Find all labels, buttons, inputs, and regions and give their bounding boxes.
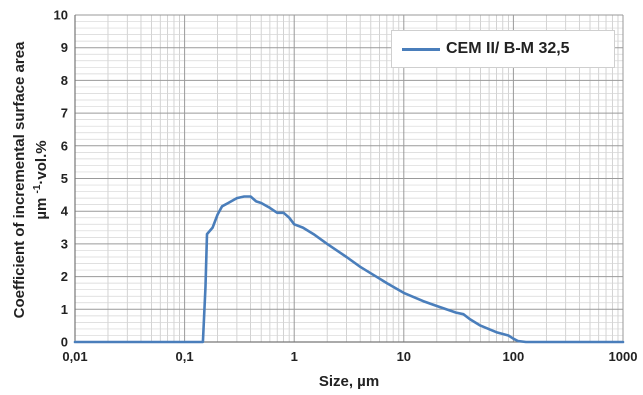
y-axis-title-line1: Coefficient of incremental surface area — [11, 41, 28, 319]
y-tick-label: 9 — [61, 40, 68, 55]
x-tick-label: 1 — [291, 349, 298, 364]
y-tick-label: 6 — [61, 138, 68, 153]
y-tick-label: 10 — [54, 8, 68, 23]
y-tick-label: 8 — [61, 73, 68, 88]
series-layer — [73, 195, 625, 344]
y-tick-label: 4 — [61, 204, 69, 219]
y-tick-label: 2 — [61, 269, 68, 284]
y-tick-label: 5 — [61, 171, 68, 186]
legend-label: CEM II/ B-M 32,5 — [446, 40, 570, 57]
x-axis-title: Size, µm — [318, 373, 380, 390]
x-tick-label: 1000 — [609, 349, 638, 364]
x-tick-labels: 0,01 0,1 1 10 100 1000 — [62, 349, 637, 364]
legend-line-swatch — [402, 47, 440, 51]
y-tick-label: 7 — [61, 106, 68, 121]
y-tick-label: 3 — [61, 236, 68, 251]
legend: CEM II/ B-M 32,5 — [391, 30, 615, 68]
x-tick-label: 0,01 — [62, 349, 87, 364]
y-tick-labels: 0 1 2 3 4 5 6 7 8 9 10 — [54, 8, 69, 350]
x-tick-label: 10 — [397, 349, 411, 364]
y-tick-label: 0 — [61, 335, 68, 350]
major-gridlines — [74, 14, 624, 343]
x-tick-label: 0,1 — [176, 349, 194, 364]
x-tick-label: 100 — [503, 349, 525, 364]
y-axis-title-line2: µm -1·vol.% — [32, 140, 50, 220]
y-axis-title: Coefficient of incremental surface area … — [2, 0, 60, 360]
series-line — [73, 195, 625, 344]
y-tick-label: 1 — [61, 302, 68, 317]
